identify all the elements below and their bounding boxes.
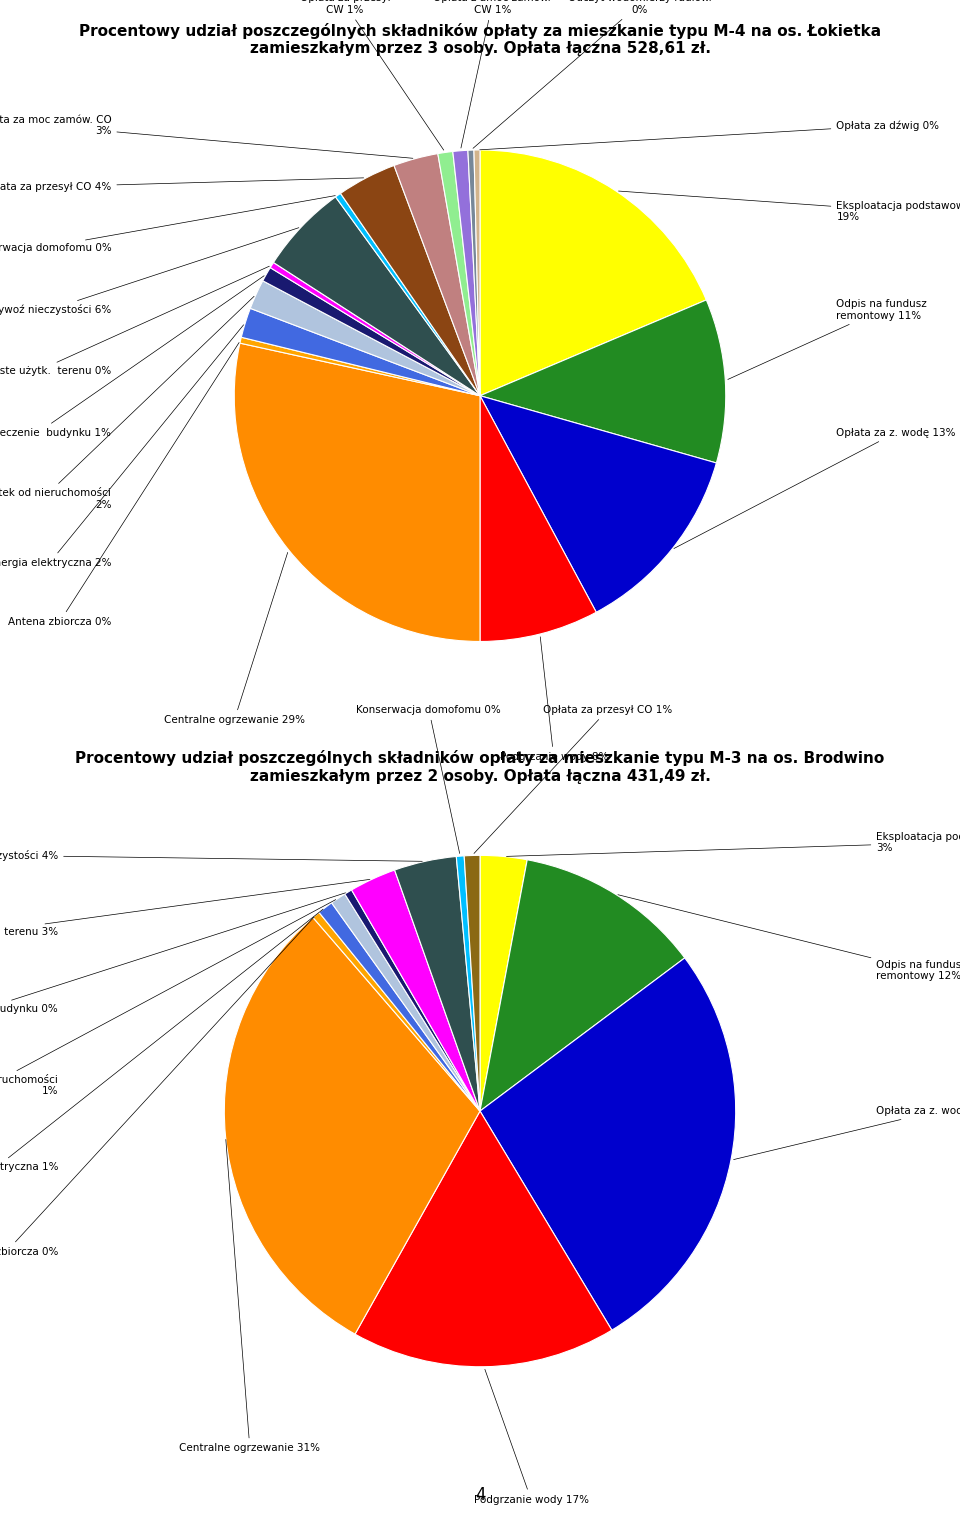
- Wedge shape: [225, 918, 480, 1335]
- Wedge shape: [234, 342, 480, 641]
- Wedge shape: [438, 152, 480, 396]
- Text: Centralne ogrzewanie 29%: Centralne ogrzewanie 29%: [164, 552, 304, 724]
- Text: Opłata za przesył CO 4%: Opłata za przesył CO 4%: [0, 178, 364, 192]
- Wedge shape: [480, 151, 707, 396]
- Text: Podatek od nieruchomości
1%: Podatek od nieruchomości 1%: [0, 900, 336, 1096]
- Text: Eksploatacja podstawowa
3%: Eksploatacja podstawowa 3%: [507, 833, 960, 857]
- Text: Procentowy udział poszczególnych składników opłaty za mieszkanie typu M-4 na os.: Procentowy udział poszczególnych składni…: [79, 23, 881, 56]
- Wedge shape: [240, 338, 480, 396]
- Text: Centralne ogrzewanie 31%: Centralne ogrzewanie 31%: [180, 1140, 321, 1454]
- Wedge shape: [331, 893, 480, 1111]
- Wedge shape: [274, 196, 480, 396]
- Wedge shape: [480, 300, 726, 463]
- Wedge shape: [480, 396, 596, 641]
- Text: Antena zbiorcza 0%: Antena zbiorcza 0%: [0, 916, 314, 1257]
- Text: Procentowy udział poszczególnych składników opłaty za mieszkanie typu M-3 na os.: Procentowy udział poszczególnych składni…: [76, 750, 884, 784]
- Wedge shape: [453, 151, 480, 396]
- Wedge shape: [313, 912, 480, 1111]
- Wedge shape: [341, 166, 480, 396]
- Wedge shape: [395, 857, 480, 1111]
- Text: Konserwacja domofomu 0%: Konserwacja domofomu 0%: [356, 705, 501, 854]
- Wedge shape: [474, 151, 480, 396]
- Text: Wieczyste użytk.  terenu 0%: Wieczyste użytk. terenu 0%: [0, 266, 270, 376]
- Text: Opłata za przesył CO 1%: Opłata za przesył CO 1%: [474, 705, 672, 854]
- Text: Ubezpieczenie  budynku 0%: Ubezpieczenie budynku 0%: [0, 893, 346, 1014]
- Text: Odczyt wodomierzy radiow.
0%: Odczyt wodomierzy radiow. 0%: [473, 0, 711, 148]
- Text: Energia elektryczna 1%: Energia elektryczna 1%: [0, 909, 324, 1172]
- Text: Ubezpieczenie  budynku 1%: Ubezpieczenie budynku 1%: [0, 275, 264, 438]
- Wedge shape: [241, 309, 480, 396]
- Wedge shape: [271, 262, 480, 396]
- Wedge shape: [480, 855, 527, 1111]
- Wedge shape: [480, 957, 735, 1330]
- Wedge shape: [480, 396, 716, 612]
- Text: Wywoź nieczystości 6%: Wywoź nieczystości 6%: [0, 228, 299, 315]
- Text: Opłata za z. wodę 13%: Opłata za z. wodę 13%: [674, 428, 956, 548]
- Wedge shape: [480, 860, 684, 1111]
- Text: 4: 4: [475, 1485, 485, 1504]
- Wedge shape: [465, 855, 480, 1111]
- Text: Opłata z amoc zamów.
CW 1%: Opłata z amoc zamów. CW 1%: [433, 0, 551, 148]
- Text: Podatek od nieruchomości
2%: Podatek od nieruchomości 2%: [0, 297, 254, 510]
- Text: Wywoź nieczystości 4%: Wywoź nieczystości 4%: [0, 849, 422, 861]
- Text: Opłata za dźwig 0%: Opłata za dźwig 0%: [480, 120, 939, 149]
- Wedge shape: [319, 903, 480, 1111]
- Text: Konserwacja domofomu 0%: Konserwacja domofomu 0%: [0, 196, 335, 253]
- Wedge shape: [345, 890, 480, 1111]
- Text: Opłata za z. wodę 27%: Opłata za z. wodę 27%: [733, 1106, 960, 1160]
- Wedge shape: [394, 154, 480, 396]
- Text: Odpis na fundusz
remontowy 12%: Odpis na fundusz remontowy 12%: [618, 895, 960, 982]
- Wedge shape: [468, 151, 480, 396]
- Wedge shape: [336, 193, 480, 396]
- Text: Wieczyste użytk. terenu 3%: Wieczyste użytk. terenu 3%: [0, 880, 370, 938]
- Wedge shape: [456, 855, 480, 1111]
- Text: Eksploatacja podstawowa
19%: Eksploatacja podstawowa 19%: [618, 192, 960, 222]
- Wedge shape: [351, 871, 480, 1111]
- Text: Opłata za moc zamów. CO
3%: Opłata za moc zamów. CO 3%: [0, 114, 413, 158]
- Text: Antena zbiorcza 0%: Antena zbiorcza 0%: [8, 342, 239, 627]
- Text: Podgrzanie wody 17%: Podgrzanie wody 17%: [473, 1370, 588, 1505]
- Wedge shape: [263, 268, 480, 396]
- Text: Podgrzanie wody 8%: Podgrzanie wody 8%: [499, 636, 608, 763]
- Wedge shape: [251, 280, 480, 396]
- Text: Energia elektryczna 2%: Energia elektryczna 2%: [0, 324, 244, 568]
- Text: Opłata za przesył
CW 1%: Opłata za przesył CW 1%: [300, 0, 444, 151]
- Text: Odpis na fundusz
remontowy 11%: Odpis na fundusz remontowy 11%: [728, 298, 927, 379]
- Wedge shape: [355, 1111, 612, 1367]
